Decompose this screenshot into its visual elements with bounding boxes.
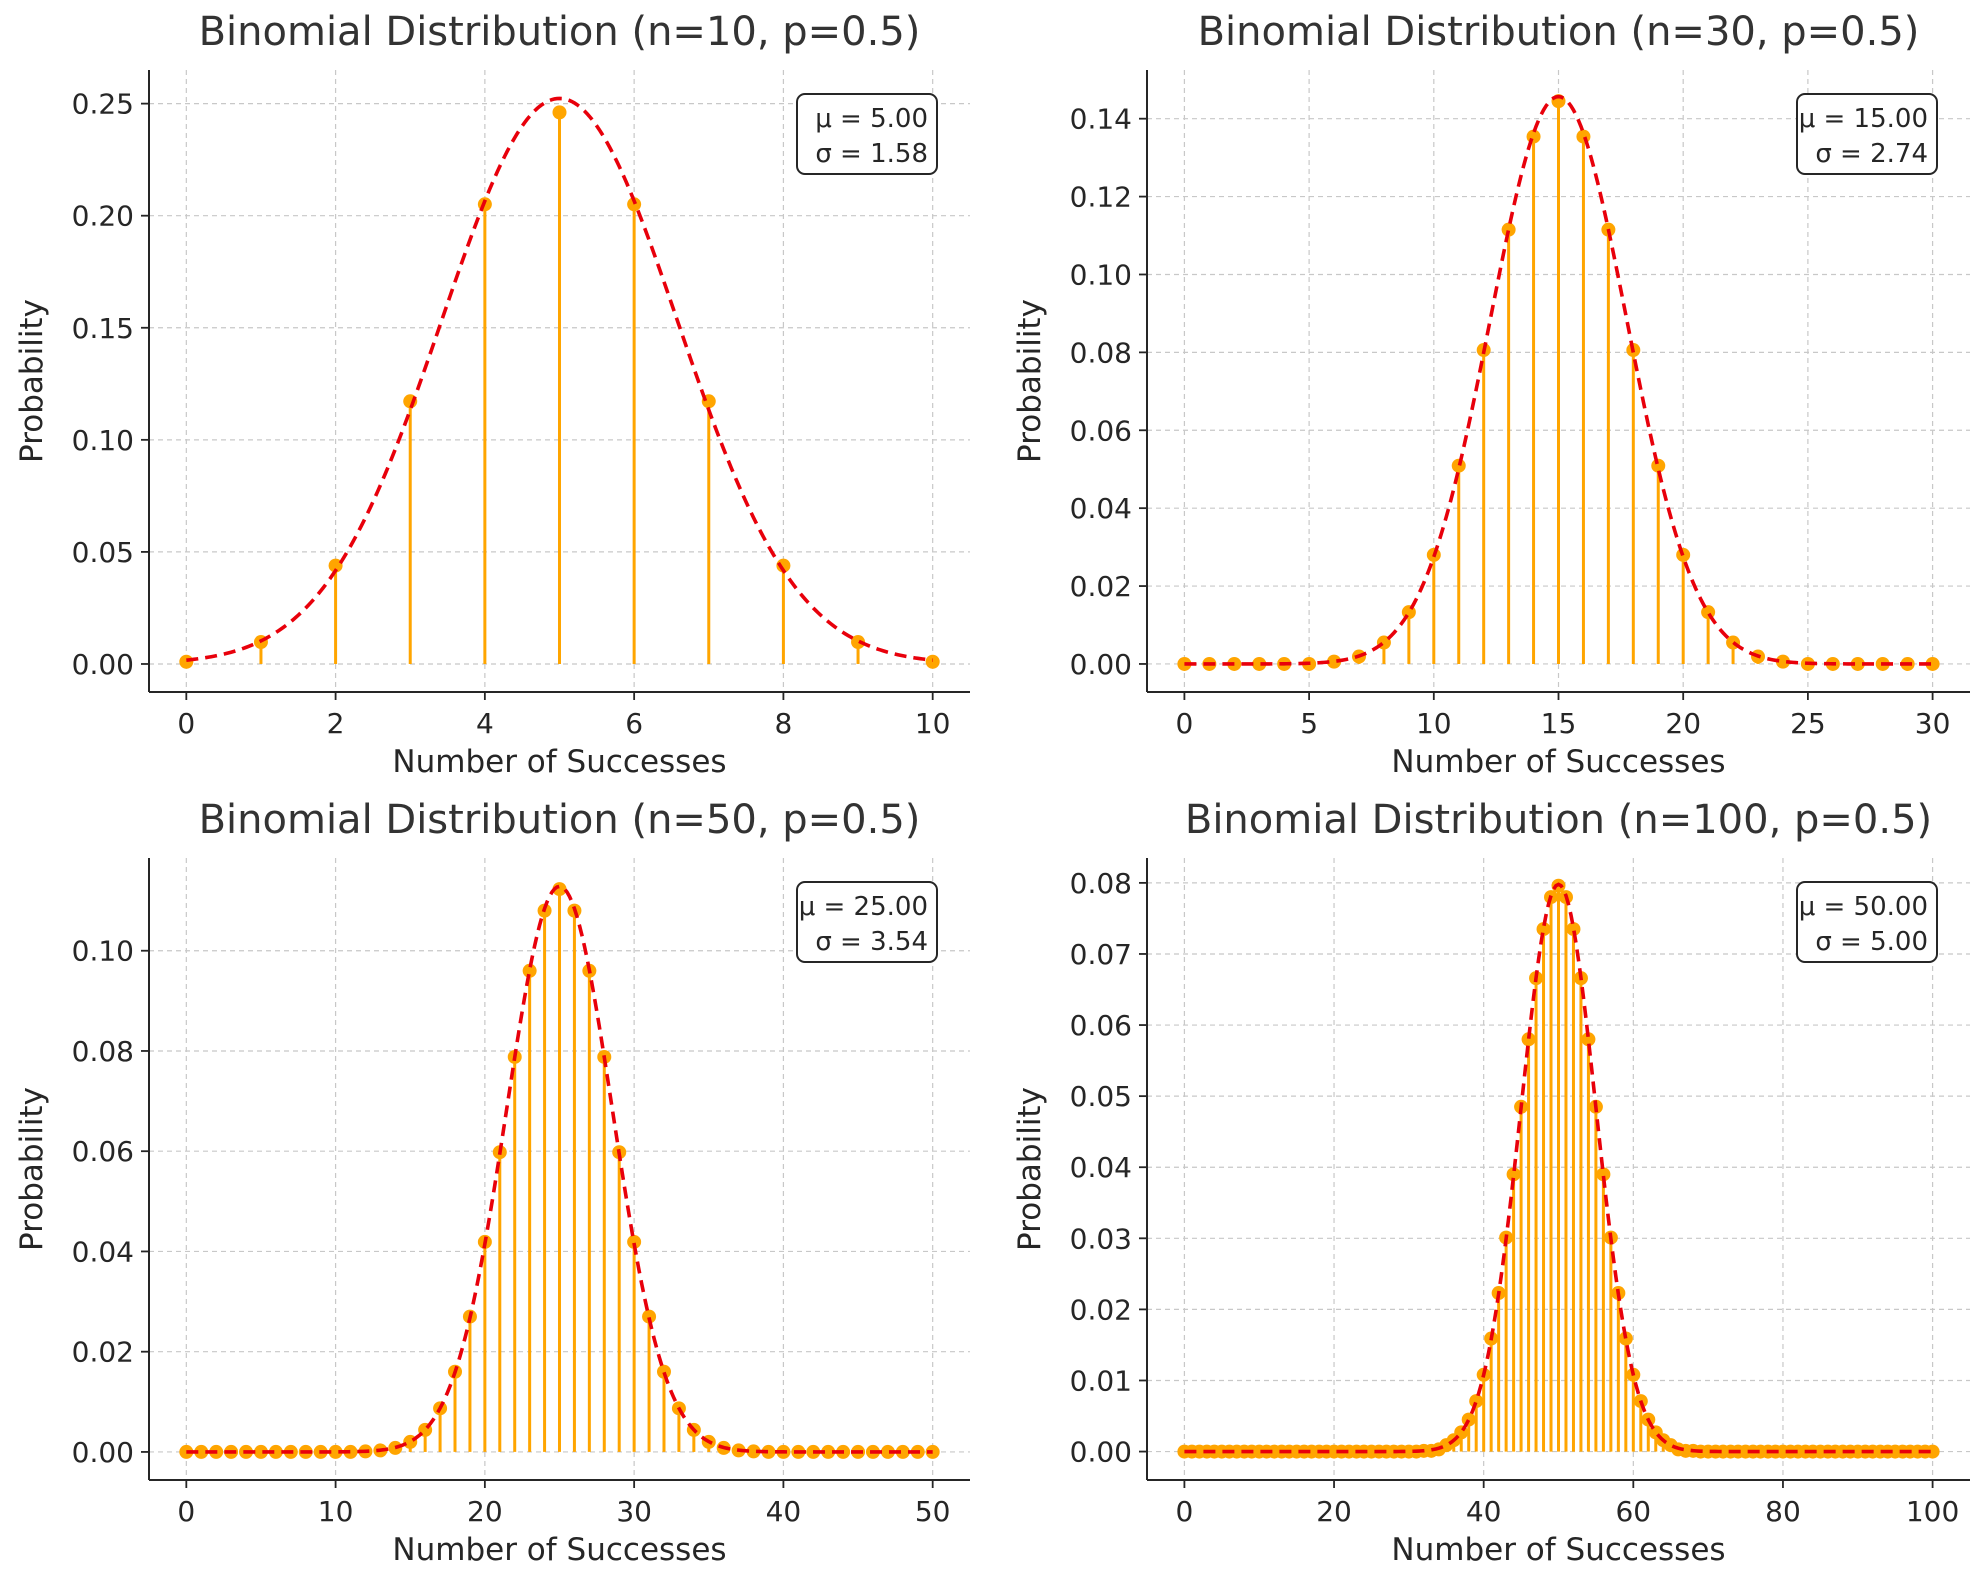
y-tick-label: 0.06 [72,1135,134,1168]
x-tick-label: 80 [1765,1495,1801,1528]
y-tick-label: 0.06 [1070,1009,1132,1042]
y-tick-label: 0.03 [1070,1222,1132,1255]
stem-marker [1452,459,1466,473]
y-tick-label: 0.10 [1070,258,1132,291]
y-tick-label: 0.04 [72,1235,134,1268]
subplot-4: 0 20 40 60 80 100 0.00 0.01 0.02 0.03 0.04 0.05 0.06… [1012,797,1970,1568]
std-annotation: σ = 1.58 [815,139,928,169]
subplot-2: 0 5 10 15 20 25 30 0.00 0.02 0.04 0.06 0.08 0.10 0.12… [1012,9,1970,780]
x-tick-label: 25 [1790,707,1826,740]
y-tick-label: 0.02 [1070,1293,1132,1326]
x-tick-label: 0 [177,1495,195,1528]
y-tick-label: 0.07 [1070,938,1132,971]
std-annotation: σ = 2.74 [1815,139,1928,169]
y-tick-label: 0.05 [72,536,134,569]
x-tick-label: 0 [1175,707,1193,740]
x-tick-label: 0 [177,707,195,740]
y-tick-label: 0.00 [1070,648,1132,681]
x-tick-label: 20 [1316,1495,1352,1528]
y-axis-label: Probability [14,299,50,463]
subplot-1: 0 2 4 6 8 10 0.00 0.05 0.10 0.15 0.20 0.25 Binomial … [14,9,970,780]
x-tick-label: 100 [1906,1495,1959,1528]
x-tick-label: 40 [766,1495,802,1528]
x-tick-label: 20 [1665,707,1701,740]
std-annotation: σ = 3.54 [815,927,928,957]
y-tick-label: 0.02 [72,1336,134,1369]
mean-annotation: μ = 25.00 [799,892,928,922]
stem-marker [1462,1413,1476,1427]
mean-annotation: μ = 50.00 [1799,892,1928,922]
chart-title: Binomial Distribution (n=50, p=0.5) [199,797,921,843]
subplot-3: 0 10 20 30 40 50 0.00 0.02 0.04 0.06 0.08 0.10 Binom… [14,797,970,1568]
y-tick-label: 0.08 [1070,867,1132,900]
x-axis-label: Number of Successes [392,1532,726,1568]
x-tick-label: 5 [1300,707,1318,740]
x-tick-label: 30 [616,1495,652,1528]
x-tick-label: 30 [1915,707,1951,740]
x-tick-label: 2 [327,707,345,740]
x-tick-label: 10 [915,707,951,740]
chart-title: Binomial Distribution (n=100, p=0.5) [1185,797,1932,843]
x-tick-label: 0 [1175,1495,1193,1528]
x-tick-label: 40 [1466,1495,1502,1528]
y-tick-label: 0.12 [1070,181,1132,214]
y-tick-label: 0.01 [1070,1364,1132,1397]
y-tick-label: 0.04 [1070,1151,1132,1184]
stem-marker [1527,130,1541,144]
y-tick-label: 0.10 [72,424,134,457]
y-tick-label: 0.14 [1070,103,1132,136]
stem-marker [1651,459,1665,473]
y-axis-label: Probability [1012,299,1048,463]
y-tick-label: 0.00 [1070,1436,1132,1469]
x-tick-label: 6 [625,707,643,740]
y-tick-label: 0.00 [72,1436,134,1469]
x-tick-label: 10 [318,1495,354,1528]
chart-title: Binomial Distribution (n=10, p=0.5) [199,9,921,55]
y-tick-label: 0.02 [1070,570,1132,603]
x-tick-label: 4 [476,707,494,740]
y-tick-label: 0.15 [72,312,134,345]
y-axis-label: Probability [1012,1087,1048,1251]
x-tick-label: 50 [915,1495,951,1528]
x-tick-label: 8 [774,707,792,740]
y-tick-label: 0.06 [1070,414,1132,447]
y-tick-label: 0.05 [1070,1080,1132,1113]
y-tick-label: 0.00 [72,648,134,681]
x-tick-label: 10 [1416,707,1452,740]
stem-marker [1576,130,1590,144]
mean-annotation: μ = 5.00 [815,104,928,134]
x-axis-label: Number of Successes [392,744,726,780]
y-tick-label: 0.20 [72,200,134,233]
x-axis-label: Number of Successes [1391,1532,1725,1568]
y-tick-label: 0.08 [1070,336,1132,369]
y-axis-label: Probability [14,1087,50,1251]
x-tick-label: 15 [1541,707,1577,740]
x-tick-label: 60 [1615,1495,1651,1528]
x-axis-label: Number of Successes [1391,744,1725,780]
chart-title: Binomial Distribution (n=30, p=0.5) [1198,9,1920,55]
y-tick-label: 0.10 [72,935,134,968]
std-annotation: σ = 5.00 [1815,927,1928,957]
stem-marker [553,105,567,119]
x-tick-label: 20 [467,1495,503,1528]
y-tick-label: 0.04 [1070,492,1132,525]
stem-marker [179,655,193,669]
stem-marker [926,655,940,669]
mean-annotation: μ = 15.00 [1799,104,1928,134]
y-tick-label: 0.08 [72,1035,134,1068]
y-tick-label: 0.25 [72,88,134,121]
